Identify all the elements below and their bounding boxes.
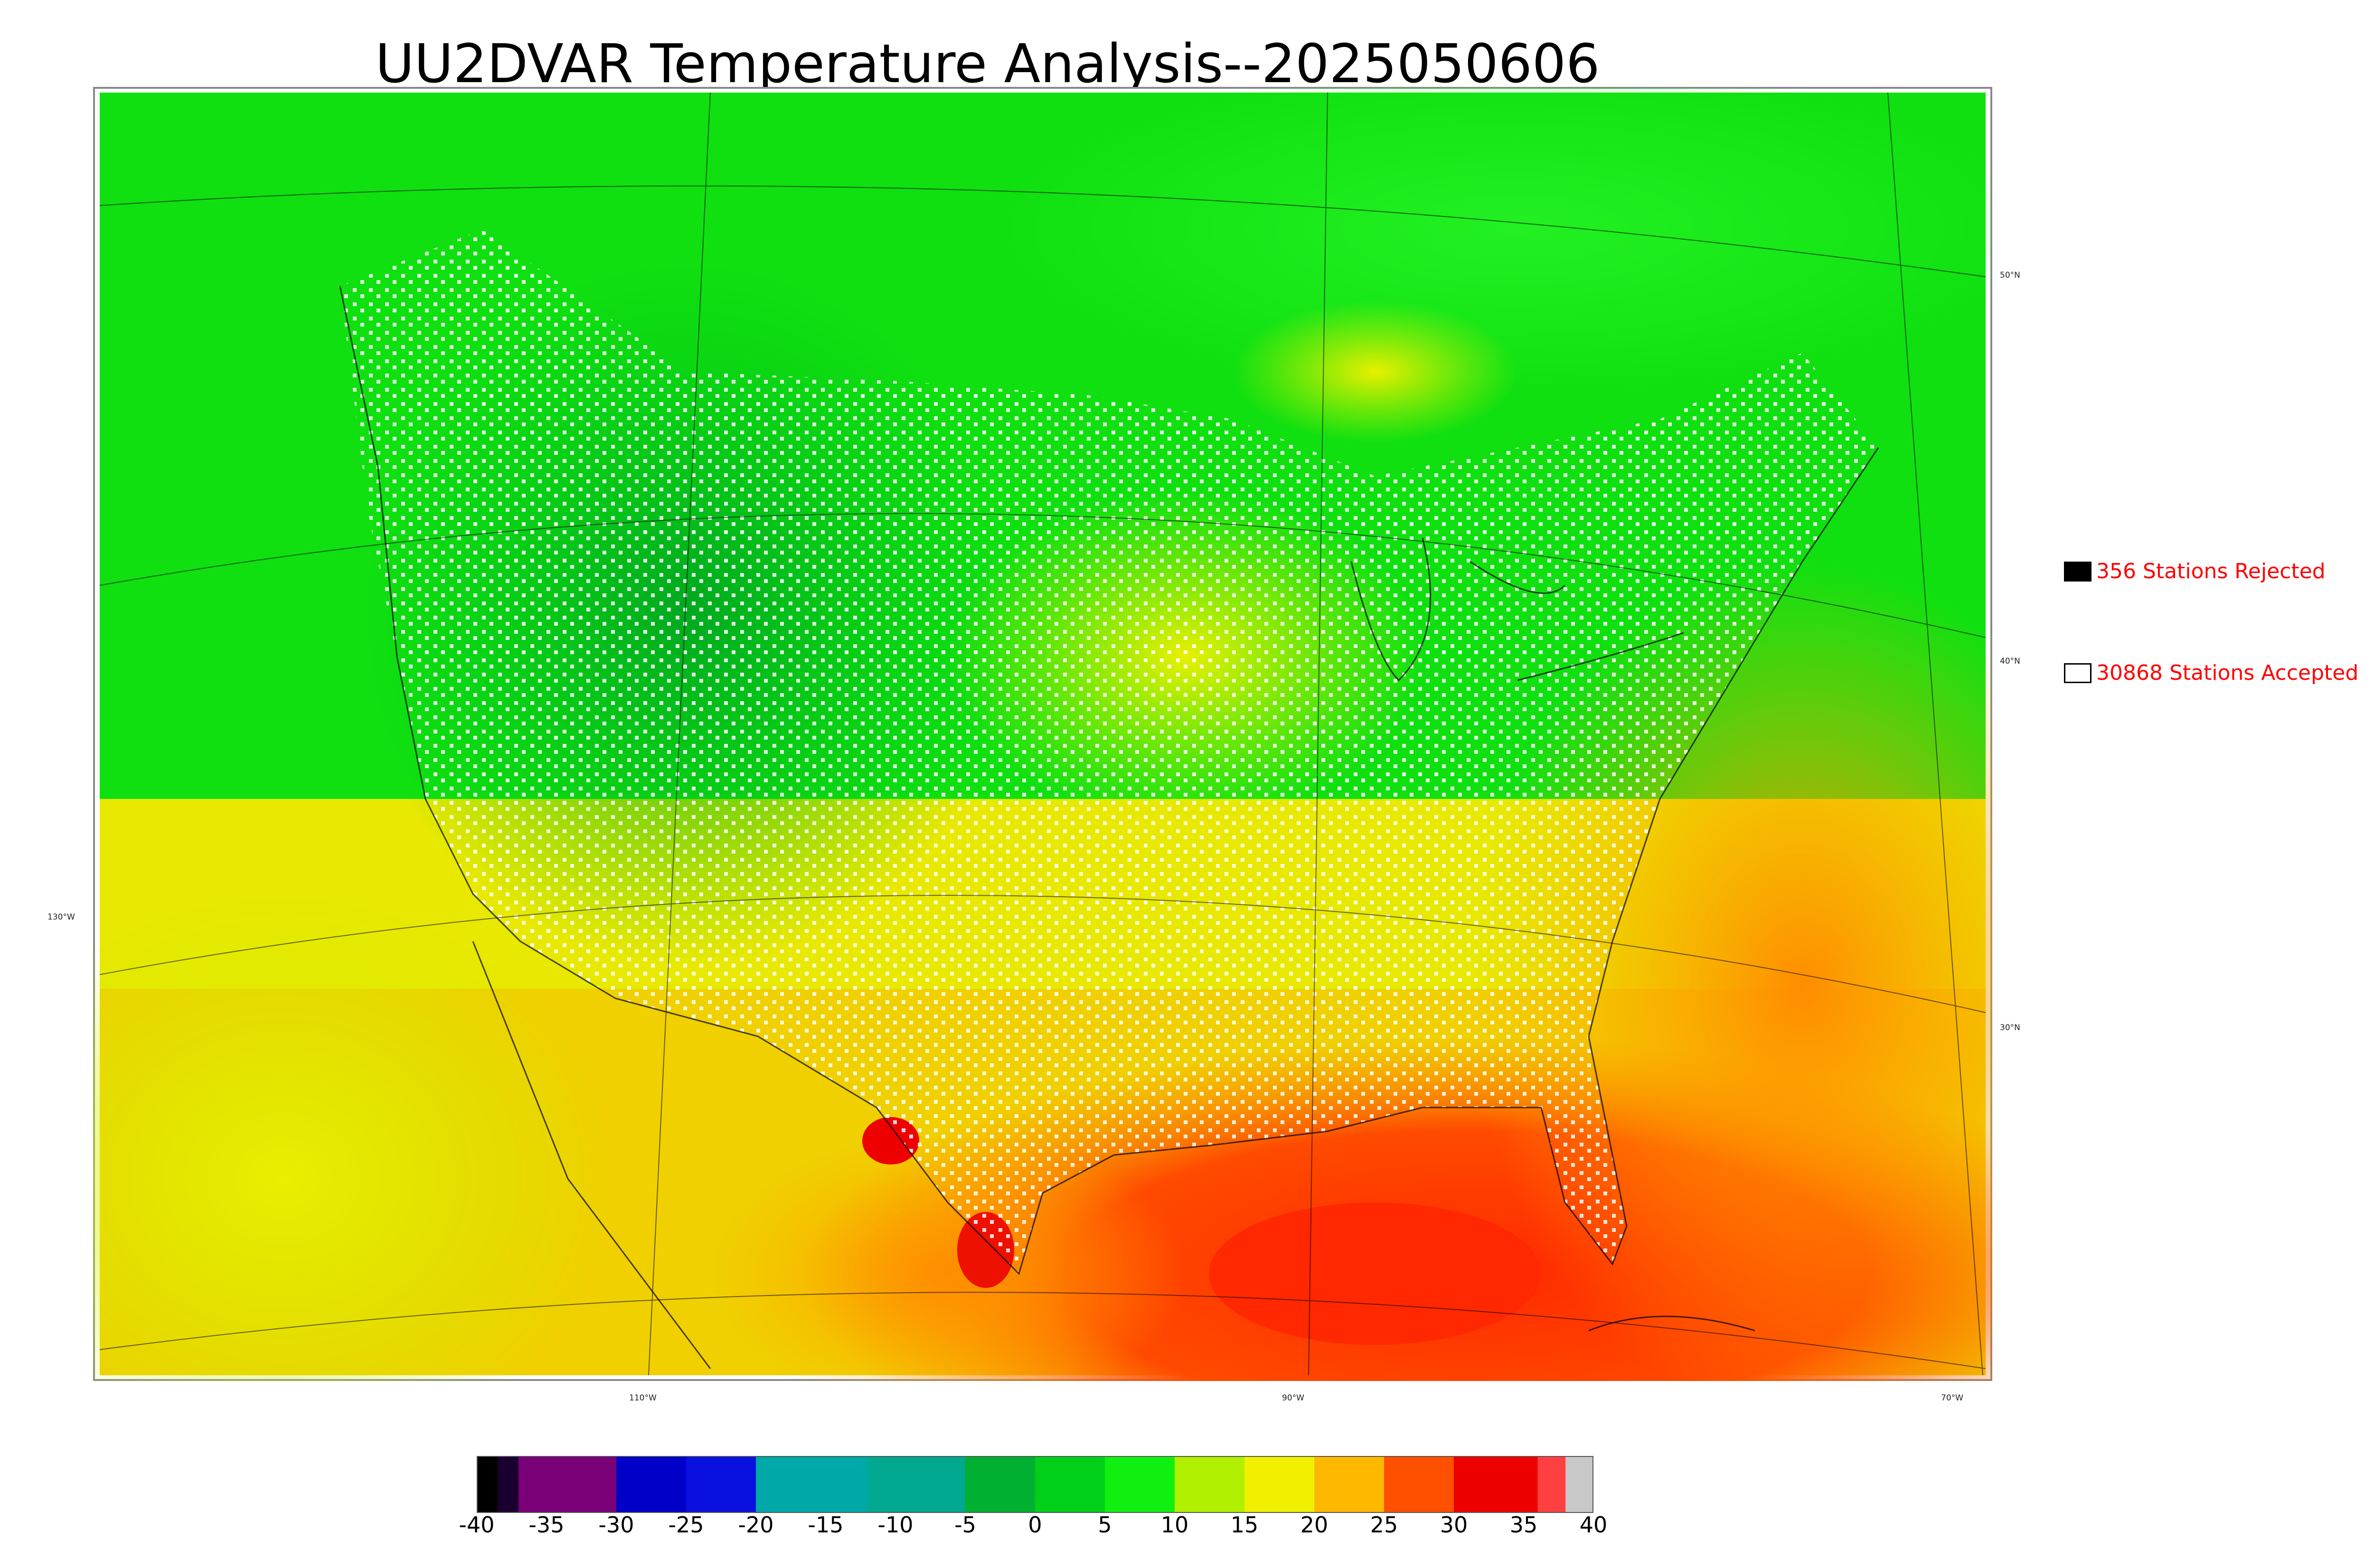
pacific-field [93, 894, 615, 1381]
legend-rejected: 356 Stations Rejected [2064, 559, 2326, 583]
colorbar [477, 1456, 1593, 1513]
colorbar-segment [1384, 1456, 1454, 1513]
longitude-label: 130°W [47, 912, 75, 922]
mexico-warm-region [710, 1131, 1185, 1381]
colorbar-segment [686, 1456, 756, 1513]
colorbar-tick-label: 10 [1160, 1512, 1189, 1538]
colorbar-segment [756, 1456, 868, 1513]
legend-accepted: 30868 Stations Accepted [2064, 661, 2358, 685]
colorbar-tick-label: 15 [1230, 1512, 1259, 1538]
colorbar-segment [867, 1456, 966, 1513]
colorbar-tick-label: 40 [1579, 1512, 1608, 1538]
coastlines [339, 286, 1879, 1369]
colorbar-segment [1175, 1456, 1245, 1513]
colorbar-segment [1537, 1456, 1566, 1513]
colorbar-segment [1565, 1456, 1593, 1513]
temperature-map [93, 87, 1992, 1381]
colorbar-tick-label: -35 [528, 1512, 565, 1538]
colorbar-segment [518, 1456, 617, 1513]
colorbar-border [477, 1456, 1593, 1513]
colorbar-segment [965, 1456, 1036, 1513]
colorbar-segment [1035, 1456, 1105, 1513]
colorbar-tick-label: 5 [1098, 1512, 1112, 1538]
colorbar-tick-label: 20 [1300, 1512, 1328, 1538]
ontario-warm-region [1233, 300, 1517, 443]
colorbar-tick-label: -5 [954, 1512, 976, 1538]
rejected-swatch [2064, 561, 2091, 582]
latitude-label: 40°N [2000, 657, 2020, 666]
colorbar-segment [616, 1456, 687, 1513]
graticule [99, 92, 1986, 1376]
colorbar-tick-label: -30 [598, 1512, 634, 1538]
colorbar-tick-label: -10 [877, 1512, 914, 1538]
colorbar-segment [498, 1456, 519, 1513]
colorbar-tick-label: -15 [808, 1512, 844, 1538]
colorbar-tick-label: -25 [668, 1512, 704, 1538]
longitude-label: 110°W [629, 1393, 657, 1403]
longitude-label: 70°W [1941, 1393, 1963, 1403]
longitude-label: 90°W [1282, 1393, 1304, 1403]
colorbar-tick-label: -40 [459, 1512, 495, 1538]
colorbar-segment [477, 1456, 498, 1513]
colorbar-segment [1244, 1456, 1315, 1513]
colorbar-tick-label: -20 [738, 1512, 774, 1538]
accepted-swatch [2064, 663, 2091, 683]
colorbar-segment [1454, 1456, 1538, 1513]
map-title: UU2DVAR Temperature Analysis--2025050606 [375, 33, 1600, 95]
latitude-label: 30°N [2000, 1023, 2020, 1033]
canada-field [995, 87, 1992, 395]
colorbar-tick-label: 30 [1440, 1512, 1468, 1538]
colorbar-segment [1105, 1456, 1175, 1513]
colorbar-segment [1314, 1456, 1385, 1513]
colorbar-tick-label: 0 [1028, 1512, 1042, 1538]
gulf-hot-spot [1209, 1202, 1541, 1345]
colorbar-tick-label: 25 [1370, 1512, 1398, 1538]
rejected-label: 356 Stations Rejected [2096, 559, 2326, 583]
us-station-coverage [340, 229, 1878, 1274]
accepted-label: 30868 Stations Accepted [2096, 661, 2359, 685]
latitude-label: 50°N [2000, 271, 2020, 280]
colorbar-tick-label: 35 [1509, 1512, 1538, 1538]
